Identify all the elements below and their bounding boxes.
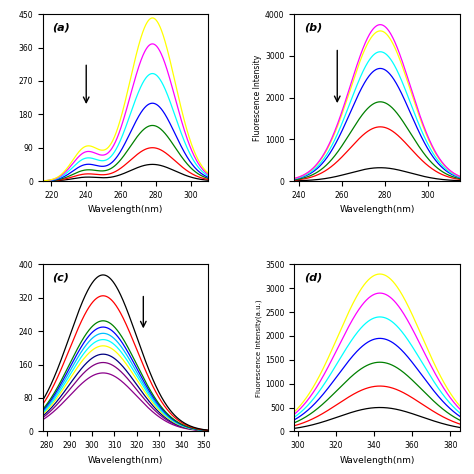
X-axis label: Wavelength(nm): Wavelength(nm) <box>339 205 415 214</box>
X-axis label: Wavelength(nm): Wavelength(nm) <box>88 205 163 214</box>
Y-axis label: Fluorescence Intensity(a.u.): Fluorescence Intensity(a.u.) <box>256 299 262 397</box>
Y-axis label: Fluorescence Intensity: Fluorescence Intensity <box>253 55 262 141</box>
X-axis label: Wavelength(nm): Wavelength(nm) <box>339 456 415 465</box>
Text: (a): (a) <box>53 23 70 33</box>
Text: (b): (b) <box>304 23 322 33</box>
Text: (d): (d) <box>304 273 322 283</box>
X-axis label: Wavelength(nm): Wavelength(nm) <box>88 456 163 465</box>
Text: (c): (c) <box>53 273 70 283</box>
